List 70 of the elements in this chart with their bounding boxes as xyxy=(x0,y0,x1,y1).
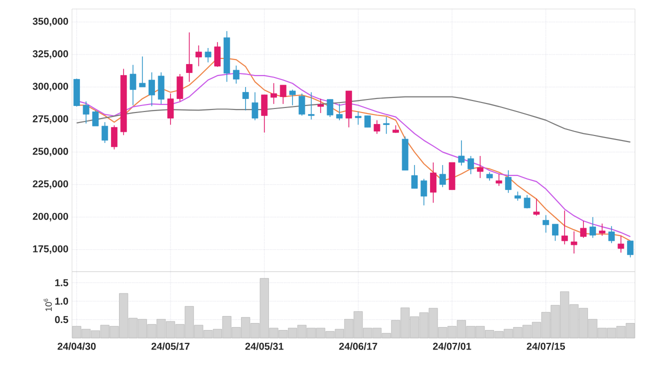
y-tick-label: 325,000 xyxy=(32,50,68,59)
candlestick xyxy=(524,194,530,209)
candlestick xyxy=(374,120,380,134)
y-tick-label: 0.5 xyxy=(55,316,68,324)
candlestick xyxy=(252,92,258,121)
candlestick xyxy=(289,89,296,106)
candlestick xyxy=(383,116,390,134)
candlestick xyxy=(411,164,418,189)
candlestick xyxy=(542,214,550,234)
candlestick xyxy=(214,42,221,68)
candlestick xyxy=(505,170,512,194)
candlestick xyxy=(570,230,578,254)
y-tick-label: 300,000 xyxy=(32,82,68,92)
candlestick xyxy=(336,104,343,121)
candlestick xyxy=(326,98,334,118)
y-tick-label: 1.5 xyxy=(55,279,68,286)
candlestick xyxy=(364,115,371,128)
candlestick xyxy=(130,64,136,106)
x-tick-label: 24/06/17 xyxy=(339,342,378,350)
y-tick-label: 275,000 xyxy=(32,115,68,124)
candlestick xyxy=(139,56,146,88)
candlestick xyxy=(552,224,558,242)
y-tick-label: 175,000 xyxy=(33,245,68,254)
candlestick xyxy=(204,48,212,63)
candlestick xyxy=(148,72,155,107)
candlestick xyxy=(298,93,306,116)
y-tick-label: 250,000 xyxy=(32,148,68,156)
candlestick xyxy=(476,156,484,178)
candlestick xyxy=(317,98,324,114)
candlestick xyxy=(167,93,174,126)
x-tick-label: 24/07/15 xyxy=(526,342,565,350)
x-tick-label: 24/05/17 xyxy=(151,342,190,350)
candlestick xyxy=(580,220,587,238)
candlestick xyxy=(608,226,615,244)
y-tick-label: 350,000 xyxy=(32,18,68,26)
y-tick-label: 225,000 xyxy=(32,180,68,189)
candlestick xyxy=(618,235,624,253)
candlestick xyxy=(430,162,436,204)
candlestick xyxy=(561,210,568,245)
x-tick-label: 24/05/31 xyxy=(245,342,284,350)
candlestick xyxy=(261,94,268,133)
y-tick-label: 1.0 xyxy=(55,298,68,305)
candlestick xyxy=(270,82,277,104)
candlestick xyxy=(590,216,596,238)
candlestick xyxy=(598,223,606,236)
candlestick xyxy=(158,72,164,104)
y-axis-title: 10$^{6}$ xyxy=(44,298,52,312)
candlestick xyxy=(186,32,192,82)
candlestick xyxy=(176,74,184,102)
candlestick xyxy=(233,65,240,84)
candlestick xyxy=(82,100,90,124)
x-tick-label: 24/07/01 xyxy=(432,342,472,350)
candlestick xyxy=(195,45,202,67)
candlestick xyxy=(308,92,314,120)
candlestick xyxy=(102,122,108,144)
candlestick xyxy=(92,110,99,126)
candlestick xyxy=(111,124,118,150)
candlestick xyxy=(420,178,428,206)
candlestick xyxy=(458,140,465,166)
candlestick xyxy=(496,174,502,186)
candlestick xyxy=(242,86,249,111)
candlestick xyxy=(533,198,540,216)
candlestick xyxy=(627,240,634,258)
candlestick xyxy=(514,191,521,202)
candlestick xyxy=(354,111,362,126)
candlestick xyxy=(468,156,474,175)
y-tick-label: 200,000 xyxy=(32,212,68,222)
candlestick xyxy=(280,84,286,104)
x-tick-label: 24/04/30 xyxy=(58,342,96,350)
candlestick xyxy=(439,164,446,188)
